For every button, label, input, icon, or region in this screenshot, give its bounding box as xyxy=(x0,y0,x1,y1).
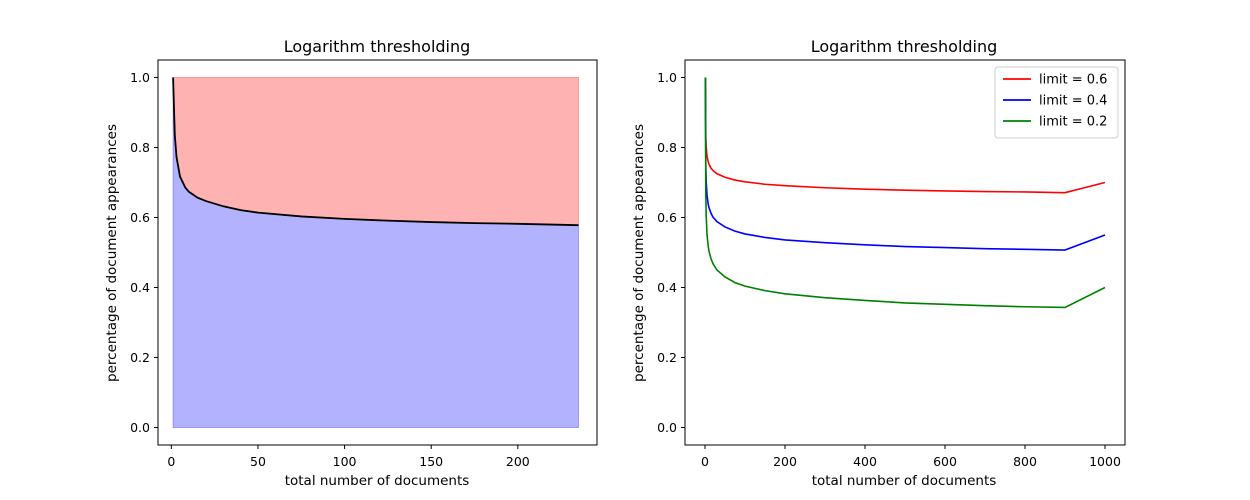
left-chart-title: Logarithm thresholding xyxy=(284,37,471,56)
x-tick-label: 50 xyxy=(250,454,266,469)
y-tick-label: 0.8 xyxy=(130,140,150,155)
right-plot-area: 0 200 400 600 800 1000 0.0 0.2 0.4 0.6 0.8 1.0 limit… xyxy=(657,59,1126,469)
left-x-axis-label: total number of documents xyxy=(285,473,470,489)
y-tick-label: 0.2 xyxy=(657,350,677,365)
left-y-axis-label: percentage of document appearances xyxy=(104,124,120,382)
x-tick-label: 200 xyxy=(773,454,797,469)
series-line-1 xyxy=(704,77,1106,251)
y-tick-label: 0.6 xyxy=(657,210,677,225)
legend-label: limit = 0.4 xyxy=(1039,94,1107,109)
y-tick-label: 0.0 xyxy=(130,420,150,435)
right-axes-frame xyxy=(684,59,1126,446)
y-tick-label: 0.0 xyxy=(657,420,677,435)
left-chart: 0 50 100 150 200 0.0 0.2 0.4 0.6 0.8 1.0 Logarithm… xyxy=(104,37,598,489)
right-x-axis-label: total number of documents xyxy=(812,473,997,489)
right-chart-title: Logarithm thresholding xyxy=(811,37,998,56)
x-tick-label: 0 xyxy=(167,454,175,469)
x-tick-label: 150 xyxy=(419,454,443,469)
y-tick-label: 1.0 xyxy=(657,70,677,85)
right-chart: 0 200 400 600 800 1000 0.0 0.2 0.4 0.6 0.8 1.0 limit… xyxy=(631,37,1126,489)
series-line-2 xyxy=(704,77,1106,309)
threshold-curve xyxy=(172,77,579,227)
right-y-axis-label: percentage of document appearances xyxy=(631,124,647,382)
left-plot-area: 0 50 100 150 200 0.0 0.2 0.4 0.6 0.8 1.0 xyxy=(130,59,598,469)
fill-above-region xyxy=(172,77,579,226)
series-line-0 xyxy=(704,77,1106,194)
y-tick-label: 0.4 xyxy=(657,280,677,295)
x-tick-label: 400 xyxy=(853,454,877,469)
legend-label: limit = 0.6 xyxy=(1039,73,1107,88)
x-tick-label: 0 xyxy=(701,454,709,469)
y-tick-label: 0.6 xyxy=(130,210,150,225)
legend-label: limit = 0.2 xyxy=(1039,115,1107,130)
x-tick-label: 1000 xyxy=(1089,454,1121,469)
x-tick-label: 200 xyxy=(506,454,530,469)
y-tick-label: 0.8 xyxy=(657,140,677,155)
x-tick-label: 800 xyxy=(1013,454,1037,469)
y-tick-label: 0.2 xyxy=(130,350,150,365)
x-tick-label: 600 xyxy=(933,454,957,469)
y-tick-label: 0.4 xyxy=(130,280,150,295)
y-tick-label: 1.0 xyxy=(130,70,150,85)
x-tick-label: 100 xyxy=(333,454,357,469)
legend: limit = 0.6 limit = 0.4 limit = 0.2 xyxy=(994,66,1119,139)
left-axes-frame xyxy=(157,59,598,446)
